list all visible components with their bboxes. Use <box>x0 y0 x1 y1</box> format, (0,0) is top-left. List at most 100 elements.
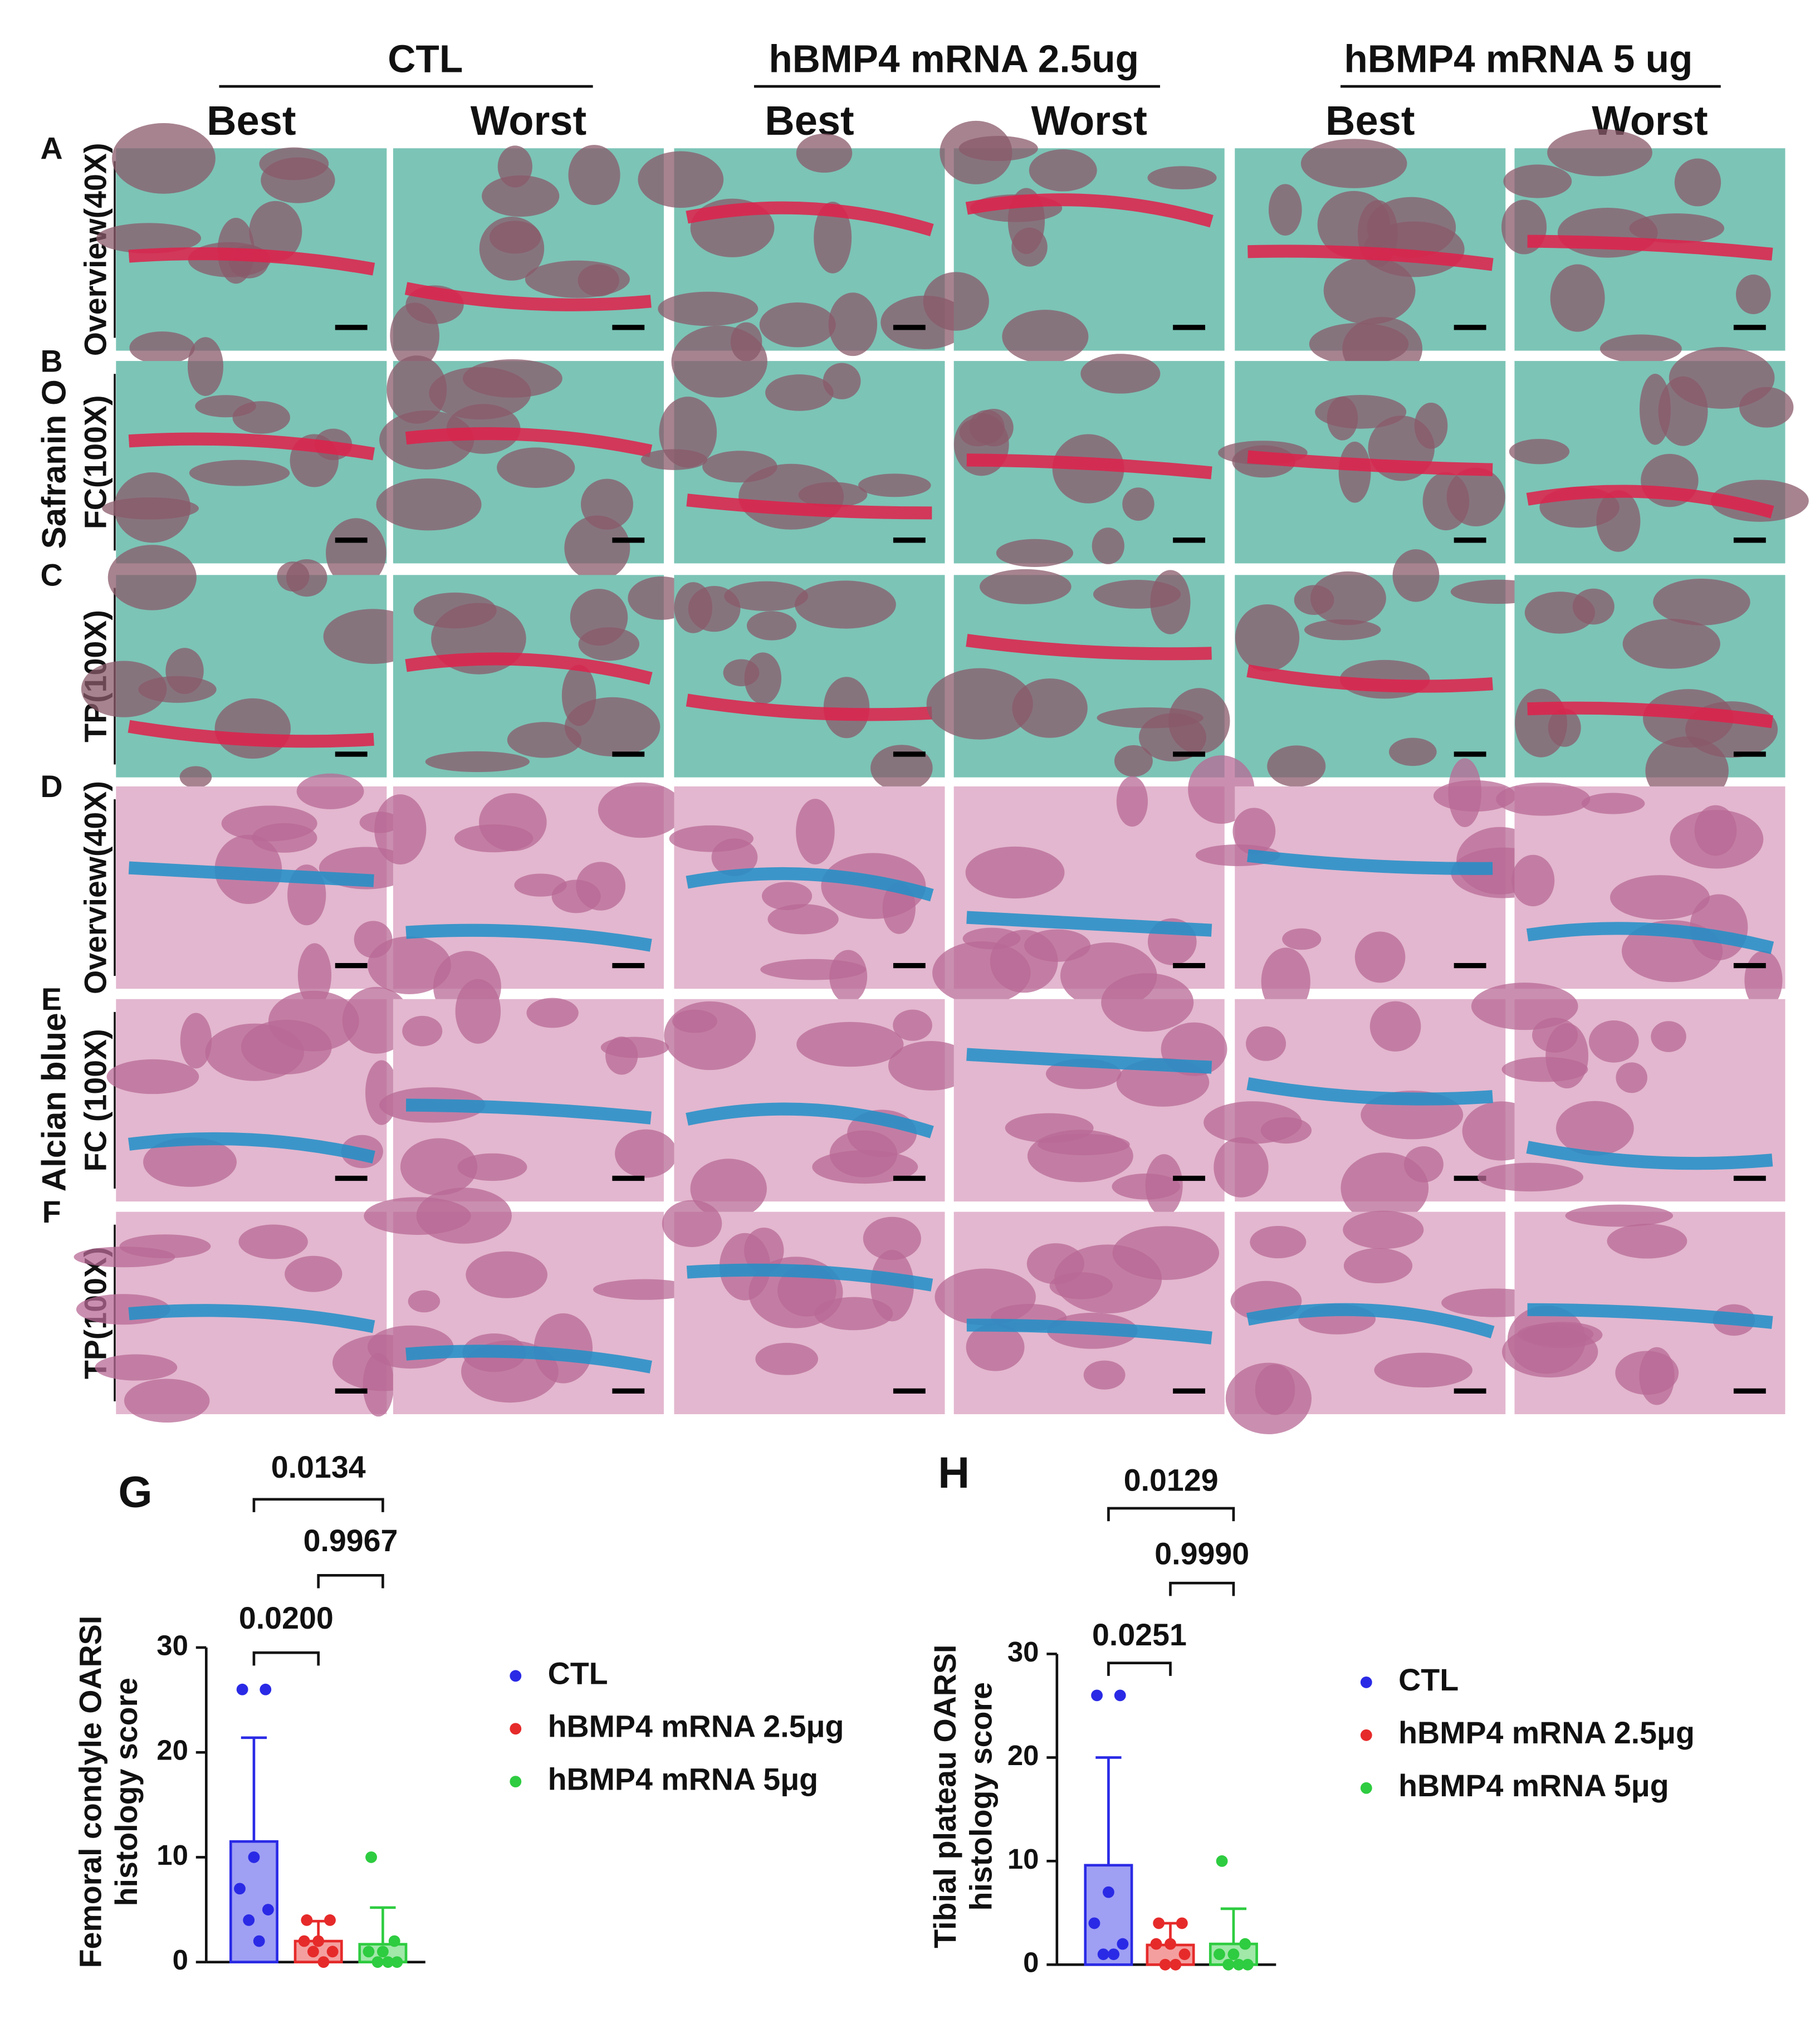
tissue-region <box>690 1159 767 1219</box>
tissue-region <box>1225 1362 1312 1435</box>
tissue-region <box>1374 1352 1472 1388</box>
tissue-region <box>74 1247 175 1268</box>
tissue-region <box>893 1009 932 1041</box>
tissue-region <box>1139 713 1207 762</box>
tissue-region <box>966 1323 1025 1371</box>
legend-label: CTL <box>1398 1663 1459 1697</box>
data-point <box>388 1935 400 1947</box>
tissue-region <box>746 611 797 641</box>
tissue-region <box>1343 1210 1424 1249</box>
column-label: Best <box>207 97 296 144</box>
tissue-region <box>81 661 167 717</box>
tissue-region <box>551 879 601 913</box>
tissue-region <box>658 291 759 326</box>
stained-band <box>128 432 375 461</box>
tissue-region <box>814 202 852 273</box>
significance-bracket <box>1107 1661 1172 1676</box>
data-point <box>1227 1948 1240 1961</box>
histology-image <box>1203 999 1541 1224</box>
tissue-region <box>296 773 364 809</box>
tissue-region <box>526 998 579 1028</box>
histology-image <box>664 999 973 1219</box>
y-tick-label: 30 <box>156 1629 188 1661</box>
histology-image <box>935 1211 1225 1415</box>
tissue-region <box>286 559 327 597</box>
column-label: Worst <box>1031 97 1147 144</box>
stained-band <box>1527 234 1773 261</box>
stained-band <box>405 652 653 685</box>
group-label: hBMP4 mRNA 2.5ug <box>769 37 1139 80</box>
legend-marker <box>1360 1676 1372 1688</box>
group-label: CTL <box>388 37 463 80</box>
histology-image <box>116 773 414 1007</box>
tissue-region <box>965 846 1065 899</box>
data-point <box>1088 1917 1100 1929</box>
tissue-region <box>593 1279 697 1300</box>
tissue-region <box>980 569 1072 604</box>
histology-image <box>1235 549 1546 787</box>
tissue-region <box>1083 1360 1126 1390</box>
tissue-region <box>561 664 596 726</box>
stained-band <box>1526 922 1774 955</box>
tissue-region <box>755 1342 819 1375</box>
stained-band <box>1527 1303 1773 1329</box>
stained-band <box>404 282 652 311</box>
tissue-region <box>1501 1057 1588 1082</box>
tissue-region <box>1581 793 1645 814</box>
tissue-region <box>724 581 809 612</box>
tissue-region <box>1012 678 1088 738</box>
tissue-region <box>1392 549 1440 602</box>
tissue-region <box>765 374 834 411</box>
stained-band <box>405 1345 652 1374</box>
y-tick-label: 10 <box>1007 1843 1039 1875</box>
tissue-region <box>363 1353 394 1417</box>
tissue-region <box>1599 334 1682 363</box>
tissue-region <box>1114 745 1153 777</box>
tissue-region <box>1005 1113 1094 1143</box>
tissue-region <box>462 359 562 398</box>
tissue-region <box>285 1255 343 1292</box>
tissue-region <box>1304 619 1381 641</box>
tissue-region <box>114 472 191 543</box>
tissue-region <box>1547 129 1652 177</box>
stained-band <box>128 720 374 748</box>
tissue-region <box>180 1013 212 1069</box>
histology-image <box>74 1211 434 1423</box>
p-value: 0.9990 <box>1154 1536 1249 1571</box>
tissue-region <box>1300 139 1407 188</box>
data-point <box>253 1935 265 1947</box>
data-point <box>324 1914 336 1926</box>
tissue-region <box>497 145 532 188</box>
tissue-region <box>796 133 853 173</box>
tissue-region <box>1572 588 1614 625</box>
data-point <box>1214 1948 1225 1961</box>
stained-band <box>405 1098 652 1125</box>
histology-image <box>674 575 945 791</box>
tissue-region <box>674 582 713 633</box>
y-tick-label: 0 <box>1023 1947 1039 1978</box>
panel-letter: H <box>938 1448 970 1497</box>
tissue-region <box>1054 1244 1162 1314</box>
tissue-region <box>796 1022 904 1067</box>
tissue-region <box>870 1249 914 1322</box>
data-point <box>1103 1886 1114 1898</box>
tissue-region <box>829 950 868 1003</box>
tissue-region <box>1122 487 1154 521</box>
tissue-region <box>598 782 684 838</box>
y-tick-label: 30 <box>1007 1636 1039 1668</box>
tissue-region <box>1310 571 1386 625</box>
histology-image <box>81 545 423 788</box>
tissue-region <box>1403 1146 1444 1182</box>
data-point <box>1108 1948 1120 1961</box>
histology-image <box>379 979 677 1202</box>
tissue-region <box>1282 928 1322 950</box>
data-point <box>376 1946 389 1958</box>
legend-marker <box>510 1670 522 1682</box>
tissue-region <box>1610 875 1710 920</box>
data-point <box>1097 1948 1109 1961</box>
significance-bracket <box>252 1498 384 1512</box>
tissue-region <box>1565 1204 1674 1227</box>
tissue-region <box>564 515 630 581</box>
histology-image <box>638 133 970 361</box>
legend-label: CTL <box>548 1656 608 1691</box>
